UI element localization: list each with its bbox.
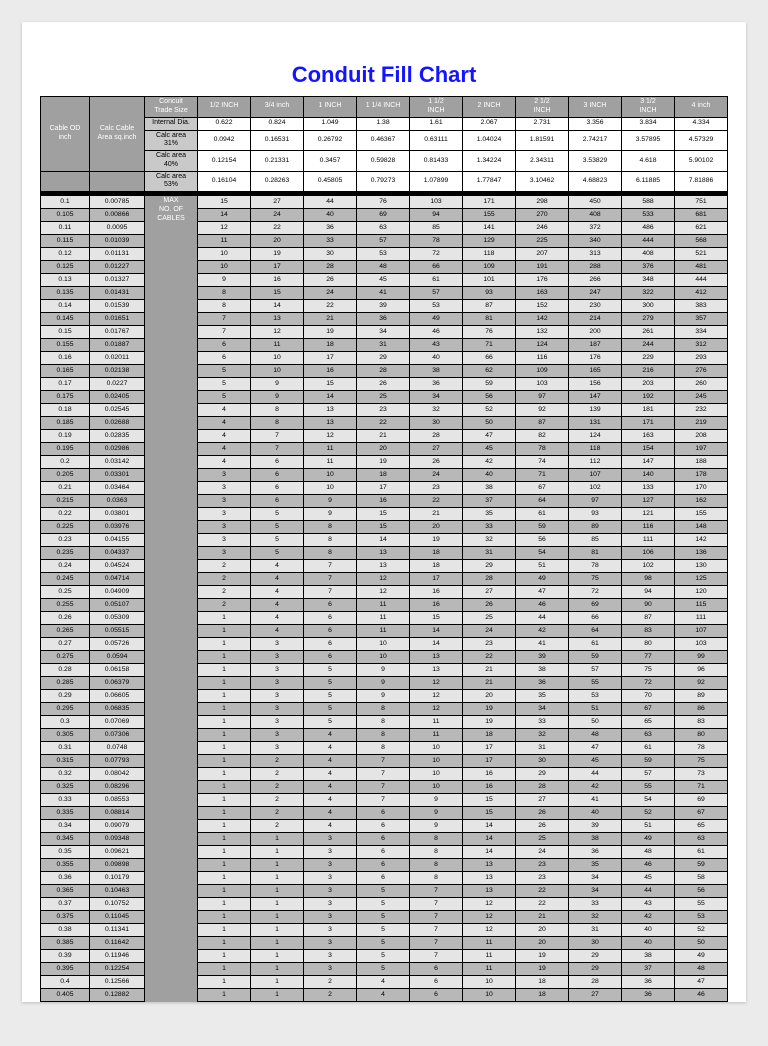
table-row: 0.3250.082961247101628425571 — [41, 781, 728, 794]
table-row: 0.3350.08814124691526405267 — [41, 807, 728, 820]
table-row: 0.130.01327916264561101176266348444 — [41, 274, 728, 287]
table-row: 0.1350.0143181524415793163247322412 — [41, 287, 728, 300]
table-row: 0.3450.09348113681425384963 — [41, 833, 728, 846]
table-row: 0.1550.0188761118314371124187244312 — [41, 339, 728, 352]
table-row: 0.3050.073061348111832486380 — [41, 729, 728, 742]
table-row: 0.2350.043373581318315481106136 — [41, 547, 728, 560]
table-row: 0.2050.03301361018244071107140178 — [41, 469, 728, 482]
table-row: 0.2850.063791359122136557292 — [41, 677, 728, 690]
table-row: 0.2550.05107246111626466990115 — [41, 599, 728, 612]
table-row: 0.1650.0213851016283862109165216276 — [41, 365, 728, 378]
table-row: 0.240.045242471318295178102130 — [41, 560, 728, 573]
table-row: 0.270.05726136101423416180103 — [41, 638, 728, 651]
table-row: 0.3150.077931247101730455975 — [41, 755, 728, 768]
table-row: 0.410.13203112461017273544 — [41, 1002, 728, 1003]
table-row: 0.1450.0165171321364981142214279357 — [41, 313, 728, 326]
table-row: 0.330.08553124791527415469 — [41, 794, 728, 807]
table-row: 0.3950.12254113561119293748 — [41, 963, 728, 976]
table-row: 0.1150.010391120335778129225340444568 — [41, 235, 728, 248]
table-row: 0.30.070691358111933506583 — [41, 716, 728, 729]
table-row: 0.280.061581359132138577596 — [41, 664, 728, 677]
table-row: 0.4050.12882112461018273646 — [41, 989, 728, 1002]
table-row: 0.320.080421247101629445773 — [41, 768, 728, 781]
table-row: 0.2950.068351358121934516786 — [41, 703, 728, 716]
table-row: 0.390.11946113571119293849 — [41, 950, 728, 963]
table-row: 0.1050.008661424406994155270408533681 — [41, 209, 728, 222]
table-row: 0.40.12566112461018283647 — [41, 976, 728, 989]
table-row: 0.1250.012271017284866109191288376481 — [41, 261, 728, 274]
table-row: 0.170.02275915263659103156203260 — [41, 378, 728, 391]
table-row: 0.120.011311019305372118207313408521 — [41, 248, 728, 261]
table-row: 0.370.10752113571222334355 — [41, 898, 728, 911]
table-row: 0.2250.039763581520335989116148 — [41, 521, 728, 534]
table-row: 0.2650.05515146111424426483107 — [41, 625, 728, 638]
table-row: 0.150.0176771219344676132200261334 — [41, 326, 728, 339]
table-row: 0.1750.02405591425345697147192245 — [41, 391, 728, 404]
table-row: 0.20.03142461119264274112147188 — [41, 456, 728, 469]
table-row: 0.340.09079124691426395165 — [41, 820, 728, 833]
table-row: 0.190.02835471221284782124163208 — [41, 430, 728, 443]
table-row: 0.180.02545481323325292139181232 — [41, 404, 728, 417]
table-row: 0.110.00951222366385141246372486621 — [41, 222, 728, 235]
table-row: 0.380.11341113571220314052 — [41, 924, 728, 937]
table-row: 0.230.041553581419325685111142 — [41, 534, 728, 547]
table-row: 0.350.09621113681424364861 — [41, 846, 728, 859]
table-row: 0.3550.09898113681323354659 — [41, 859, 728, 872]
table-row: 0.3850.11642113571120304050 — [41, 937, 728, 950]
table-row: 0.160.0201161017294066116176229293 — [41, 352, 728, 365]
table-row: 0.2150.03633691622376497127162 — [41, 495, 728, 508]
conduit-fill-table: Cable ODinchCalc CableArea sq.inchConcui… — [40, 96, 728, 1002]
table-row: 0.3750.11045113571221324253 — [41, 911, 728, 924]
page-title: Conduit Fill Chart — [40, 62, 728, 88]
table-row: 0.290.066051359122035537089 — [41, 690, 728, 703]
table-row: 0.220.038013591521356193121155 — [41, 508, 728, 521]
table-row: 0.310.07481348101731476178 — [41, 742, 728, 755]
table-row: 0.1950.02986471120274578118154197 — [41, 443, 728, 456]
table-row: 0.10.00785MAXNO. OFCABLES152744761031712… — [41, 196, 728, 209]
table-row: 0.260.05309146111525446687111 — [41, 612, 728, 625]
table-row: 0.2450.04714247121728497598125 — [41, 573, 728, 586]
table-row: 0.1850.02688481322305087131171219 — [41, 417, 728, 430]
table-row: 0.250.04909247121627477294120 — [41, 586, 728, 599]
table-row: 0.2750.059413610132239597799 — [41, 651, 728, 664]
table-row: 0.3650.10463113571322344456 — [41, 885, 728, 898]
table-row: 0.360.10179113681323344558 — [41, 872, 728, 885]
table-row: 0.210.03464361017233867102133170 — [41, 482, 728, 495]
table-row: 0.140.0153981422395387152230300383 — [41, 300, 728, 313]
